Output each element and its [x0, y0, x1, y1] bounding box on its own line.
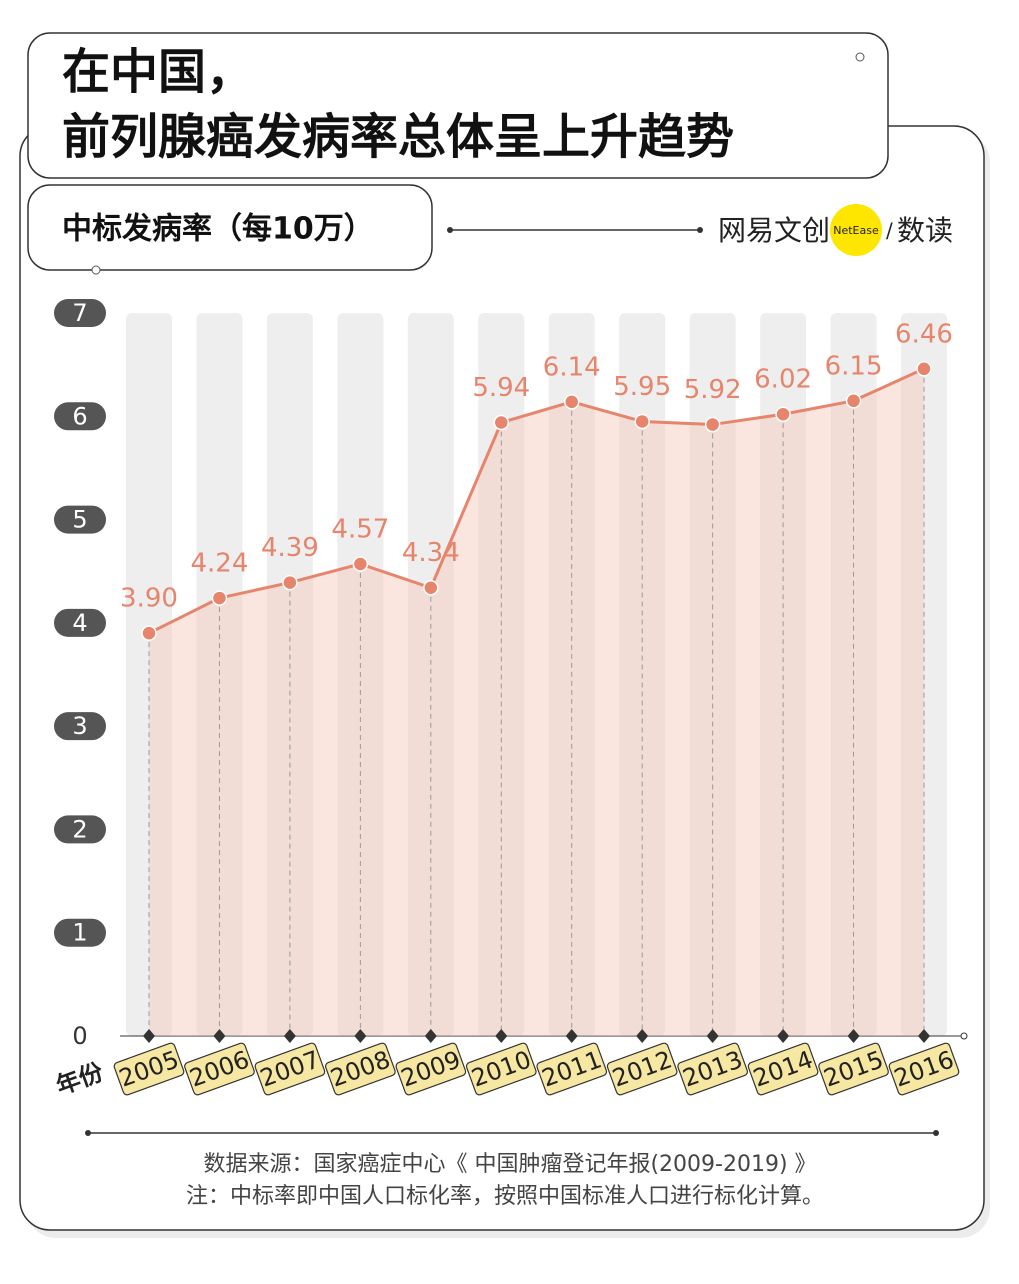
tag-bg — [184, 1042, 255, 1096]
brand: / — [886, 219, 893, 243]
point — [352, 556, 369, 572]
y-tick-label: 4 — [72, 609, 87, 637]
tag-bg — [465, 1042, 537, 1096]
point — [563, 394, 580, 410]
value-label: 5.94 — [472, 373, 530, 403]
point — [845, 393, 862, 409]
deco — [855, 52, 865, 62]
brand-logo — [830, 204, 882, 256]
value-label: 4.34 — [402, 538, 460, 568]
x-tick-tag: 2013 — [677, 1042, 748, 1096]
point — [493, 414, 510, 431]
point — [282, 574, 298, 591]
y-tick-label: 0 — [72, 1022, 87, 1050]
label-tab — [27, 184, 433, 271]
title: 在中国， — [62, 44, 254, 100]
tag-bg — [818, 1042, 889, 1096]
tag-bg — [677, 1042, 748, 1096]
value-label: 4.39 — [261, 533, 319, 563]
brand: NetEase — [833, 224, 879, 237]
tag-bg — [747, 1042, 819, 1096]
y-axis-title: 中标发病率（每10万） — [62, 212, 374, 247]
y-tick-label: 5 — [72, 506, 87, 534]
y-tick-pill — [54, 299, 106, 327]
title-card — [27, 32, 889, 179]
y-tick-pill — [54, 918, 106, 947]
y-tick-pill — [54, 505, 106, 534]
deco — [697, 227, 703, 233]
tag-bg — [888, 1042, 960, 1096]
column-bg — [901, 313, 947, 1036]
y-tick-pill — [54, 608, 106, 637]
value-label: 5.92 — [684, 375, 742, 405]
tag-bg — [536, 1042, 608, 1096]
y-tick-label: 1 — [72, 919, 87, 947]
x-tick — [283, 1029, 296, 1043]
y-tick-label: 7 — [72, 299, 87, 327]
value-label: 4.24 — [191, 549, 249, 579]
deco — [91, 265, 101, 275]
point — [141, 625, 157, 641]
y-tick-label: 2 — [72, 815, 87, 843]
value-label: 6.15 — [825, 351, 883, 381]
x-tick — [706, 1029, 719, 1043]
line — [148, 367, 925, 635]
x-tick — [354, 1029, 367, 1043]
tag-bg — [606, 1042, 678, 1096]
area — [149, 368, 924, 1036]
x-tick — [213, 1029, 226, 1043]
value-label: 5.95 — [613, 372, 671, 402]
column-bg — [760, 313, 807, 1036]
point — [775, 406, 791, 422]
value-label: 6.46 — [895, 319, 953, 349]
value-label: 6.02 — [754, 365, 812, 395]
column-bg — [689, 313, 736, 1036]
x-tick — [424, 1029, 437, 1043]
point — [704, 416, 721, 433]
brand: 网易文创 — [718, 214, 830, 247]
title: 前列腺癌发病率总体呈上升趋势 — [62, 109, 734, 165]
y-tick-label: 6 — [72, 402, 87, 430]
tag-bg — [113, 1042, 185, 1096]
axis-end — [960, 1032, 968, 1040]
point — [634, 413, 650, 430]
point — [423, 579, 439, 596]
point — [211, 590, 228, 606]
deco — [85, 1130, 91, 1136]
y-tick-label: 3 — [72, 712, 87, 740]
tag-bg — [395, 1042, 467, 1096]
x-tick — [918, 1029, 930, 1043]
x-tick — [143, 1029, 155, 1043]
tag-bg — [254, 1042, 326, 1096]
value-label: 6.14 — [543, 352, 601, 382]
value-label: 4.57 — [331, 514, 389, 544]
source: 数据来源：国家癌症中心《 中国肿瘤登记年报(2009-2019) 》 — [203, 1152, 816, 1177]
brand: 数读 — [897, 214, 953, 247]
note: 注：中标率即中国人口标化率，按照中国标准人口进行标化计算。 — [186, 1184, 824, 1209]
point — [916, 361, 932, 377]
x-tick — [495, 1029, 508, 1043]
x-tick — [777, 1029, 790, 1043]
column-bg — [407, 313, 454, 1036]
tag-bg — [325, 1042, 396, 1096]
x-tick — [565, 1029, 578, 1043]
y-tick-pill — [54, 712, 106, 741]
column-bg — [126, 313, 172, 1036]
value-label: 3.90 — [120, 584, 178, 614]
deco — [447, 227, 453, 233]
x-tick — [636, 1029, 649, 1043]
y-tick-pill — [54, 402, 106, 431]
y-tick-pill — [54, 815, 106, 844]
x-tick — [847, 1029, 860, 1043]
deco — [933, 1130, 939, 1136]
